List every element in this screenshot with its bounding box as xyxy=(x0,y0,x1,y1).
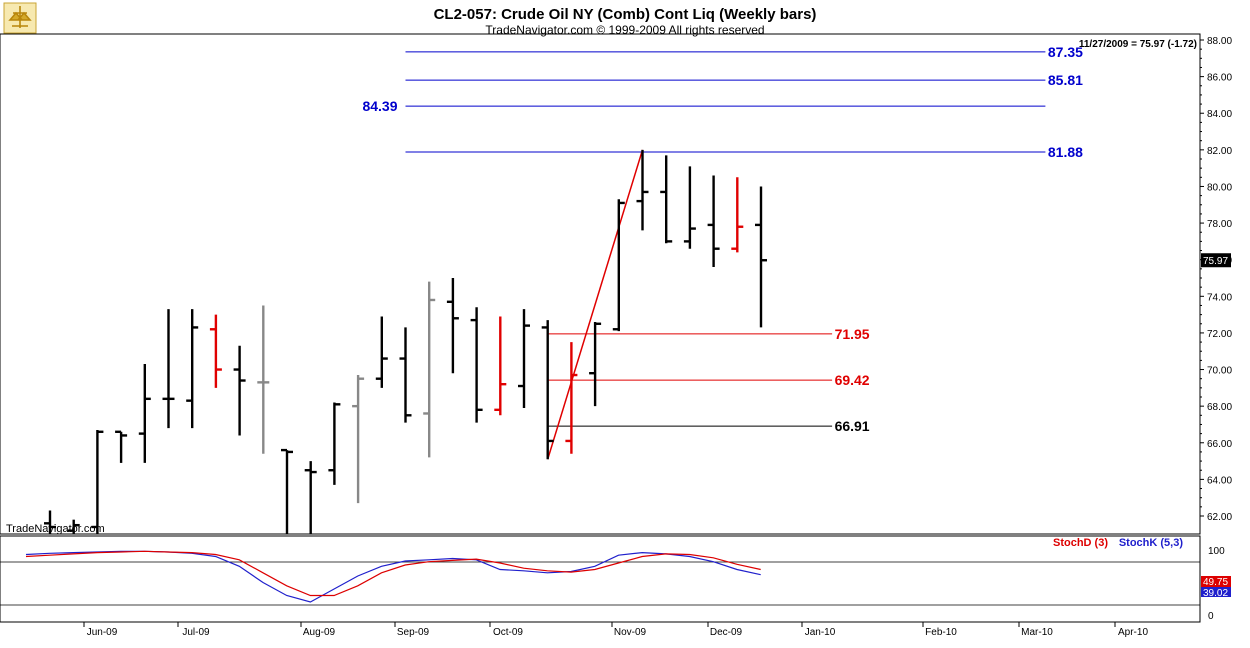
y-tick-label: 80.00 xyxy=(1207,182,1232,193)
price-layer: 87.35 85.81 84.39 81.88 71.95 69.42 66.91 xyxy=(44,44,1083,534)
ohlc-bar xyxy=(67,519,80,534)
ohlc-bar xyxy=(423,281,436,458)
y-tick-label: 82.00 xyxy=(1207,146,1232,157)
y-tick-label: 62.00 xyxy=(1207,512,1232,523)
stoch-d-value-label: 49.75 xyxy=(1203,577,1228,588)
ohlc-bar xyxy=(209,314,222,388)
x-tick-label: Dec-09 xyxy=(710,627,743,638)
y-tick-label: 70.00 xyxy=(1207,366,1232,377)
ohlc-bar xyxy=(518,309,530,408)
last-price-tag xyxy=(1201,253,1231,268)
stoch-y-tick-label: 100 xyxy=(1208,546,1225,557)
last-value-label: 11/27/2009 = 75.97 (-1.72) xyxy=(1079,39,1197,50)
x-tick-label: Mar-10 xyxy=(1021,627,1053,638)
x-tick-label: Jan-10 xyxy=(805,627,836,638)
chart-title: CL2-057: Crude Oil NY (Comb) Cont Liq (W… xyxy=(434,6,817,23)
ohlc-bar xyxy=(138,364,151,463)
watermark-text: TradeNavigator.com xyxy=(6,523,105,535)
ohlc-bar xyxy=(328,402,341,485)
y-tick-label: 84.00 xyxy=(1207,109,1232,120)
tradenavigator-logo-icon xyxy=(3,2,37,34)
ohlc-bar xyxy=(281,448,293,534)
level-label: 85.81 xyxy=(1048,72,1083,88)
x-tick-label: Oct-09 xyxy=(493,627,523,638)
last-price-tag-label: 75.97 xyxy=(1203,256,1228,267)
x-tick-label: Feb-10 xyxy=(925,627,957,638)
y-tick-label: 86.00 xyxy=(1207,73,1232,84)
y-tick-label: 78.00 xyxy=(1207,219,1232,230)
ohlc-bar xyxy=(636,149,649,231)
stoch-y-tick-label: 0 xyxy=(1208,611,1214,622)
axis-layer: 62.0064.0066.0068.0070.0072.0074.0076.00… xyxy=(83,36,1232,638)
x-tick-label: Jun-09 xyxy=(87,627,118,638)
ohlc-bar xyxy=(162,309,175,429)
stoch-legend-d: StochD (3) xyxy=(1053,537,1108,549)
level-label: 66.91 xyxy=(835,418,870,434)
ohlc-bar xyxy=(470,307,483,423)
ohlc-bar xyxy=(660,155,673,244)
y-tick-label: 64.00 xyxy=(1207,475,1232,486)
ohlc-bar xyxy=(612,199,625,332)
level-label: 81.88 xyxy=(1048,144,1083,160)
ohlc-bar xyxy=(755,186,767,328)
x-tick-label: Jul-09 xyxy=(182,627,210,638)
ohlc-bar xyxy=(446,278,459,374)
ohlc-bar xyxy=(731,177,744,253)
ohlc-bar xyxy=(541,320,554,460)
ohlc-bar xyxy=(257,305,270,454)
x-tick-label: Sep-09 xyxy=(397,627,430,638)
ohlc-bar xyxy=(115,430,128,463)
ohlc-bar xyxy=(494,316,507,416)
level-label: 84.39 xyxy=(362,98,397,114)
ohlc-bar xyxy=(375,316,388,388)
y-tick-label: 88.00 xyxy=(1207,36,1232,47)
ohlc-bar xyxy=(399,327,412,423)
trend-line xyxy=(546,149,644,460)
x-tick-label: Nov-09 xyxy=(614,627,647,638)
ohlc-bar xyxy=(44,510,56,534)
stoch-layer: StochD (3) StochK (5,3) xyxy=(0,537,1200,606)
ohlc-bar xyxy=(565,342,578,454)
x-tick-label: Apr-10 xyxy=(1118,627,1148,638)
ohlc-bar xyxy=(352,375,365,504)
level-label: 87.35 xyxy=(1048,44,1083,60)
price-panel-frame xyxy=(0,33,1201,535)
ohlc-bar xyxy=(707,175,720,268)
stoch-panel-frame xyxy=(0,535,1201,623)
level-label: 69.42 xyxy=(835,372,870,388)
ohlc-bar xyxy=(233,345,246,436)
level-label: 71.95 xyxy=(835,326,870,342)
ohlc-bar xyxy=(91,429,104,534)
y-tick-label: 74.00 xyxy=(1207,292,1232,303)
stoch-d-value-tag xyxy=(1201,576,1231,587)
ohlc-bar xyxy=(304,461,317,534)
y-tick-label: 72.00 xyxy=(1207,329,1232,340)
ohlc-bar xyxy=(683,166,696,249)
stoch-k-value-label: 39.02 xyxy=(1203,588,1228,599)
y-tick-label: 66.00 xyxy=(1207,439,1232,450)
stoch-series-line xyxy=(25,550,761,597)
stoch-k-value-tag xyxy=(1201,587,1231,597)
ohlc-bar xyxy=(186,309,199,429)
x-tick-label: Aug-09 xyxy=(303,627,336,638)
chart-subtitle: TradeNavigator.com © 1999-2009 All right… xyxy=(485,23,764,37)
ohlc-bar xyxy=(589,321,602,407)
stoch-legend-k: StochK (5,3) xyxy=(1119,537,1184,549)
y-tick-label: 68.00 xyxy=(1207,402,1232,413)
